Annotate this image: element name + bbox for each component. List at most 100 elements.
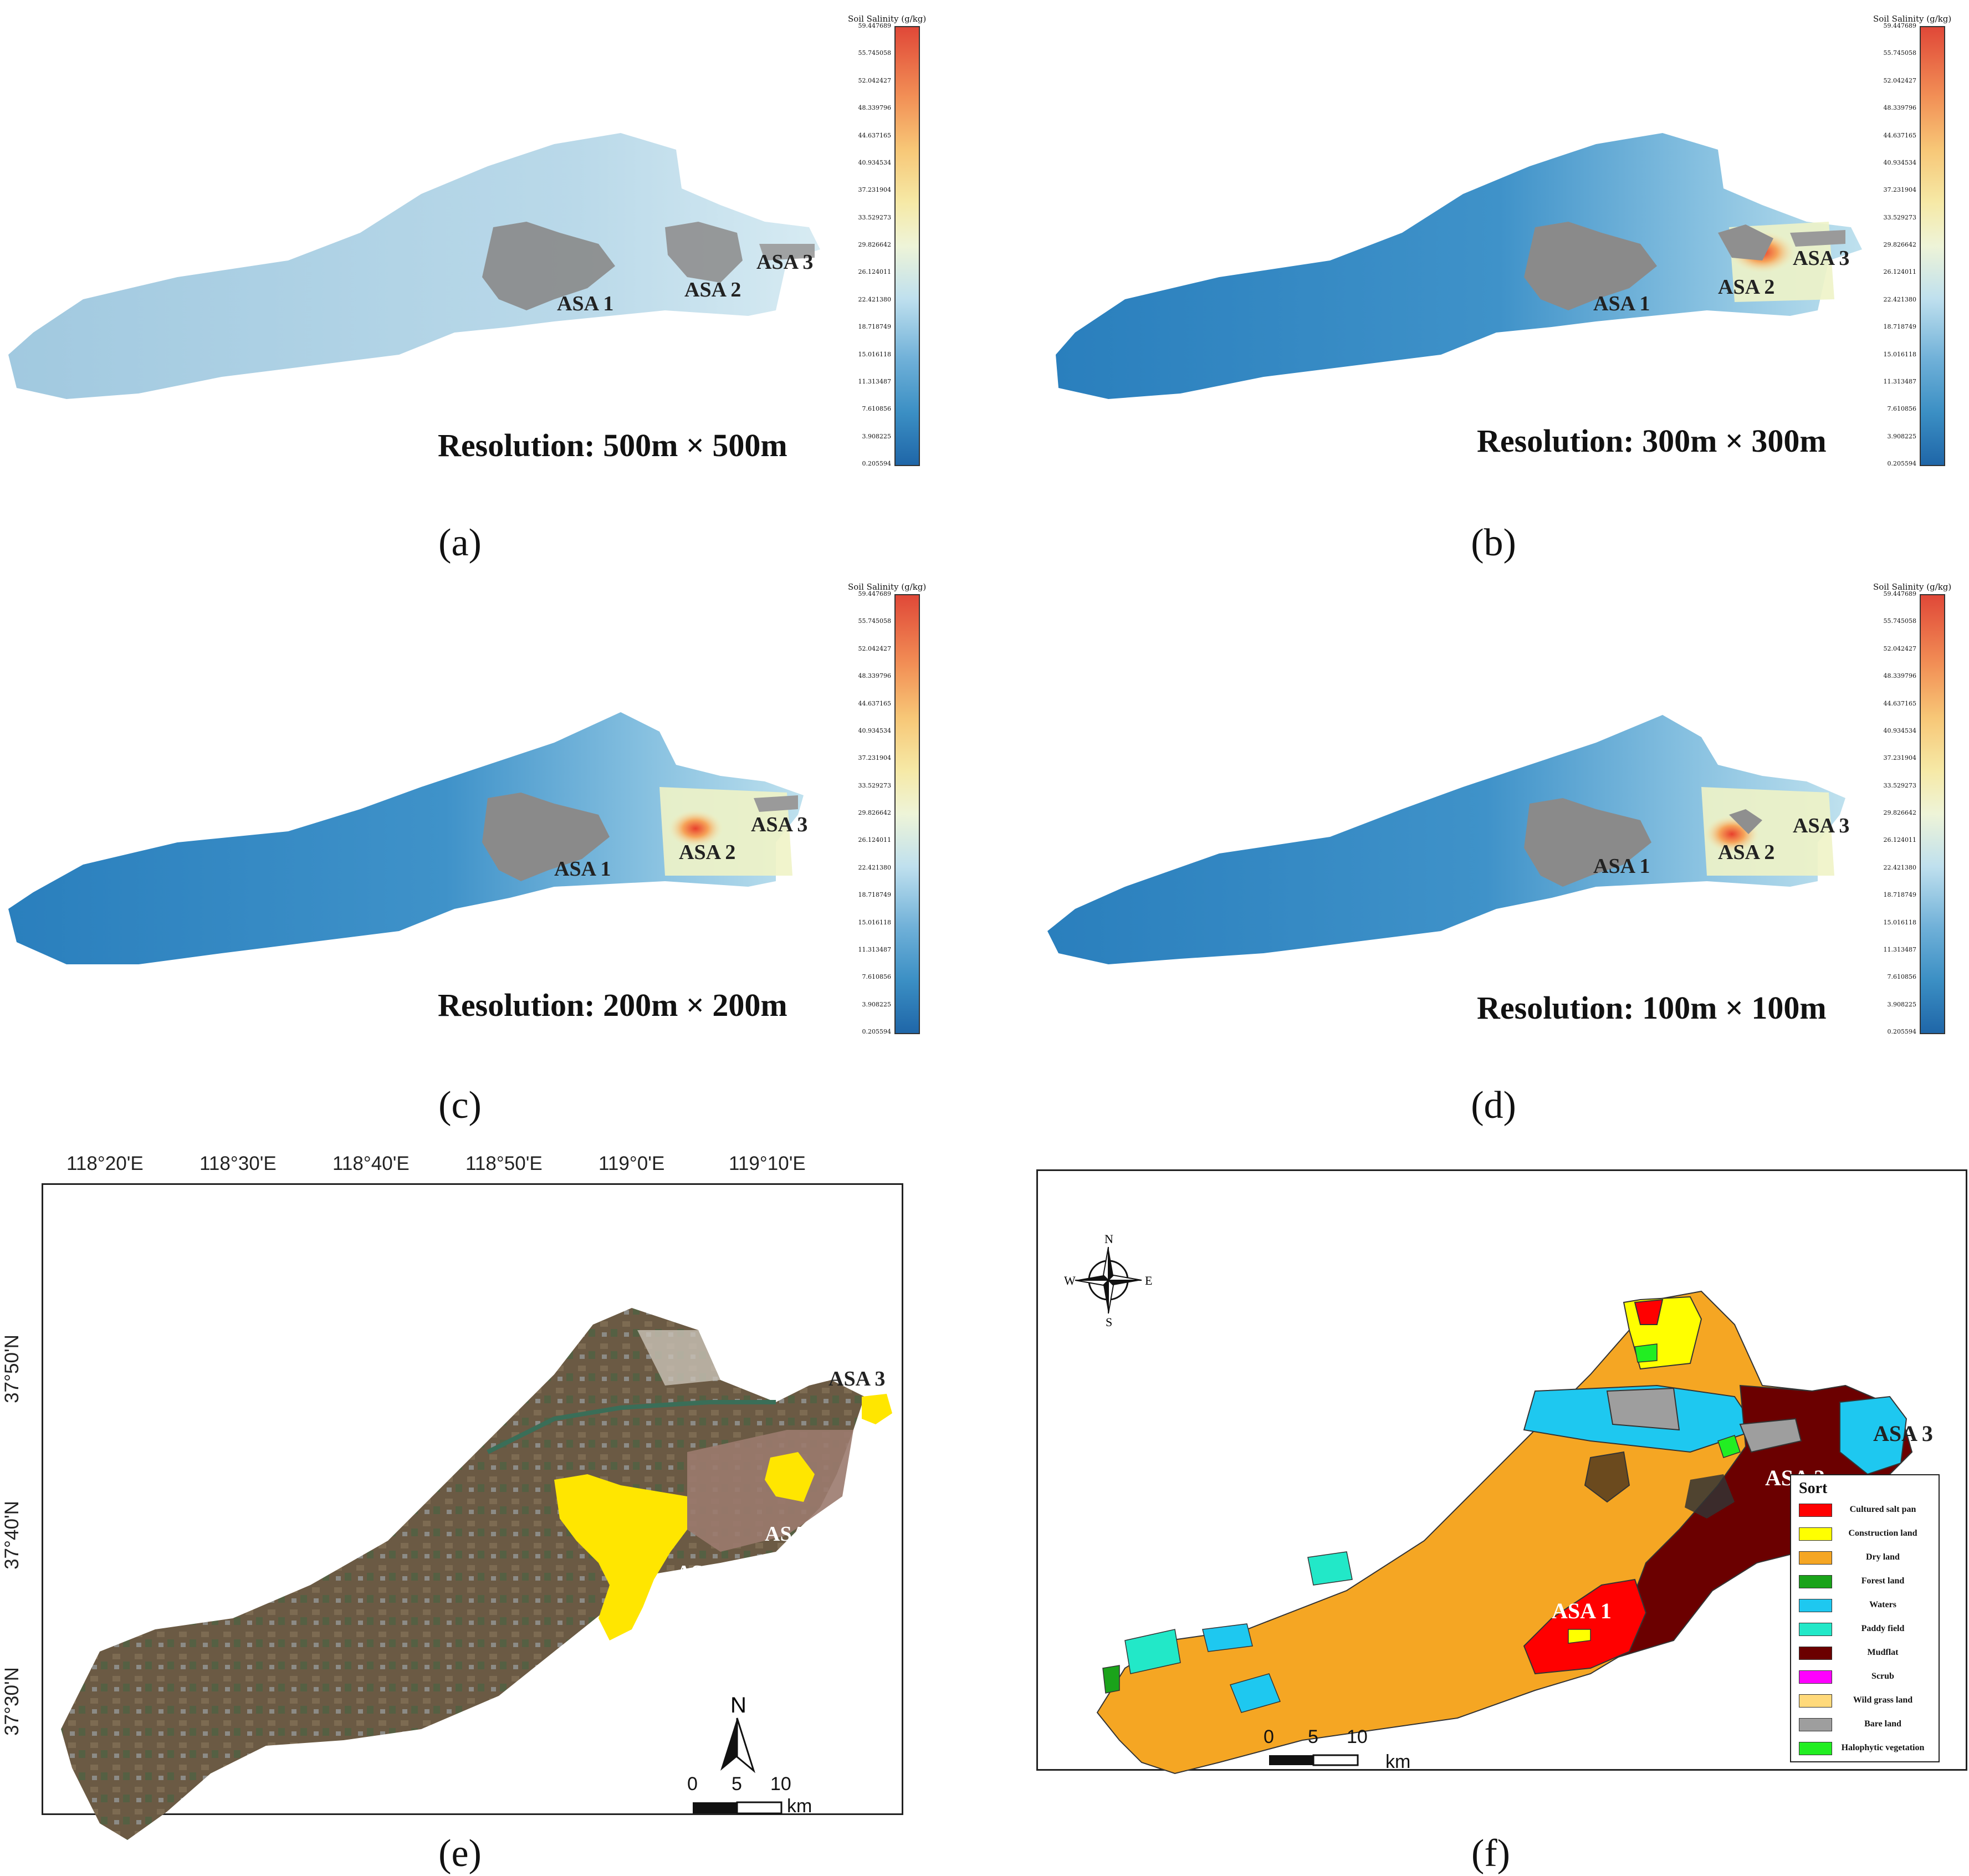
- legend-label: Mudflat: [1867, 1648, 1899, 1657]
- colorbar-tick: 15.016118: [1883, 350, 1917, 358]
- north-label: N: [730, 1693, 746, 1717]
- asa-3-label: ASA 3: [756, 251, 813, 274]
- colorbar-tick: 29.826642: [858, 241, 892, 248]
- colorbar-tick: 48.339796: [858, 104, 892, 112]
- colorbar-tick: 48.339796: [1883, 104, 1917, 112]
- asa-3-label: ASA 3: [1793, 247, 1849, 270]
- legend-label: Scrub: [1871, 1671, 1894, 1681]
- colorbar: Soil Salinity (g/kg) 59.447689 55.745058 5…: [1851, 14, 1962, 474]
- salinity-map-c: ASA 1 ASA 2 ASA 3: [8, 712, 807, 964]
- legend-swatch: [1799, 1670, 1832, 1684]
- legend-item: Mudflat: [1799, 1643, 1937, 1662]
- lon-tick: 118°40'E: [333, 1153, 410, 1174]
- compass-w: W: [1064, 1274, 1076, 1287]
- land-use-map: ASA 1 ASA 2 ASA 3 N S E W: [1064, 1232, 1933, 1775]
- legend-item: Forest land: [1799, 1572, 1937, 1591]
- colorbar-tick: 33.529273: [1883, 781, 1917, 789]
- panel-label: (a): [438, 522, 482, 564]
- colorbar: Soil Salinity (g/kg) 59.447689 55.745058 5…: [826, 582, 937, 1042]
- colorbar-gradient: [1920, 594, 1945, 1034]
- colorbar-tick: 44.637165: [858, 131, 892, 139]
- colorbar-tick: 7.610856: [1887, 973, 1917, 981]
- scale-tick-0: 0: [687, 1773, 698, 1795]
- colorbar-tick: 52.042427: [1883, 76, 1917, 84]
- legend-item: Cultured salt pan: [1799, 1500, 1937, 1519]
- colorbar-tick: 22.421380: [1883, 863, 1917, 871]
- colorbar-ticks: 59.447689 55.745058 52.042427 48.339796 44.6…: [841, 22, 892, 467]
- colorbar-tick: 40.934534: [1883, 727, 1917, 734]
- asa-3-label: ASA 3: [1873, 1421, 1933, 1446]
- colorbar-ticks: 59.447689 55.745058 52.042427 48.339796 44.6…: [1866, 22, 1917, 467]
- colorbar-tick: 55.745058: [1883, 49, 1917, 57]
- colorbar-tick: 3.908225: [1887, 1000, 1917, 1008]
- legend-item: Halophytic vegetation: [1799, 1739, 1937, 1757]
- asa-1-label: ASA 1: [1552, 1598, 1612, 1623]
- colorbar-tick: 37.231904: [858, 754, 892, 762]
- map-frame: [1036, 1169, 1967, 1771]
- legend-item: Dry land: [1799, 1548, 1937, 1567]
- colorbar-tick: 22.421380: [1883, 295, 1917, 303]
- resolution-label: Resolution: 200m × 200m: [438, 987, 787, 1023]
- colorbar-tick: 48.339796: [1883, 672, 1917, 680]
- legend-swatch: [1799, 1504, 1832, 1517]
- colorbar-tick: 0.205594: [862, 460, 892, 467]
- legend-item: Waters: [1799, 1596, 1937, 1614]
- asa-3-area: [862, 1394, 892, 1424]
- salinity-map-d: ASA 1 ASA 2 ASA 3: [1047, 715, 1849, 964]
- study-area-satellite: [61, 1308, 865, 1840]
- legend-label: Wild grass land: [1853, 1695, 1913, 1705]
- legend-swatch: [1799, 1742, 1832, 1755]
- colorbar-tick: 7.610856: [862, 405, 892, 413]
- resolution-label: Resolution: 100m × 100m: [1477, 990, 1827, 1026]
- lon-tick: 118°30'E: [200, 1153, 277, 1174]
- legend-item: Wild grass land: [1799, 1691, 1937, 1710]
- colorbar-tick: 37.231904: [858, 186, 892, 194]
- colorbar-tick: 18.718749: [858, 891, 892, 899]
- salinity-map-a: ASA 1 ASA 2 ASA 3: [8, 133, 820, 399]
- study-area-shape: [8, 133, 820, 399]
- colorbar-gradient: [1920, 26, 1945, 466]
- colorbar-tick: 44.637165: [1883, 131, 1917, 139]
- panel-c: ASA 1 ASA 2 ASA 3 Resolution: 200m × 200…: [0, 576, 942, 1131]
- asa-2-label: ASA 2: [684, 278, 741, 301]
- asa-3-area: [1790, 230, 1845, 247]
- colorbar-tick: 26.124011: [1883, 836, 1917, 844]
- panel-f: ASA 1 ASA 2 ASA 3 N S E W 0 5 10 km Sort…: [1036, 1142, 1969, 1875]
- colorbar-tick: 11.313487: [858, 945, 892, 953]
- colorbar-tick: 52.042427: [858, 76, 892, 84]
- colorbar-tick: 15.016118: [858, 918, 892, 926]
- legend-label: Paddy field: [1861, 1624, 1905, 1633]
- land-use-legend: Sort Cultured salt pan Construction land…: [1790, 1474, 1940, 1762]
- scale-tick-10: 10: [770, 1773, 791, 1795]
- study-area-shape: [1056, 133, 1862, 399]
- colorbar-tick: 40.934534: [1883, 159, 1917, 166]
- compass-n: N: [1104, 1232, 1113, 1246]
- asa-1-area: [1524, 222, 1657, 310]
- colorbar-tick: 29.826642: [1883, 809, 1917, 816]
- asa-1-label: ASA 1: [554, 857, 611, 881]
- asa-2-label: ASA 2: [679, 841, 735, 864]
- colorbar-tick: 7.610856: [1887, 405, 1917, 413]
- scale-tick-0: 0: [1264, 1726, 1274, 1747]
- asa-1-label: ASA 1: [1593, 292, 1650, 315]
- asa-1-area: [482, 793, 610, 881]
- asa-3-area: [759, 244, 815, 260]
- asa-3-area: [754, 795, 798, 812]
- asa-1-area: [482, 222, 615, 310]
- asa-1-area: [554, 1474, 687, 1640]
- scale-unit: km: [1385, 1751, 1411, 1772]
- legend-item: Scrub: [1799, 1667, 1937, 1686]
- legend-swatch: [1799, 1527, 1832, 1541]
- legend-swatch: [1799, 1575, 1832, 1588]
- asa-2-area: [765, 1452, 815, 1502]
- colorbar: Soil Salinity (g/kg) 59.447689 55.745058 5…: [826, 14, 937, 474]
- legend-swatch: [1799, 1599, 1832, 1612]
- colorbar-tick: 59.447689: [858, 590, 892, 597]
- colorbar-tick: 59.447689: [1883, 22, 1917, 29]
- colorbar-tick: 11.313487: [858, 377, 892, 385]
- colorbar-tick: 59.447689: [1883, 590, 1917, 597]
- colorbar-tick: 26.124011: [858, 268, 892, 276]
- panel-e: 118°20'E 118°30'E 118°40'E 118°50'E 119°…: [0, 1142, 942, 1875]
- panel-b: ASA 1 ASA 2 ASA 3 Resolution: 300m × 300…: [1042, 0, 1967, 564]
- legend-item: Paddy field: [1799, 1619, 1937, 1638]
